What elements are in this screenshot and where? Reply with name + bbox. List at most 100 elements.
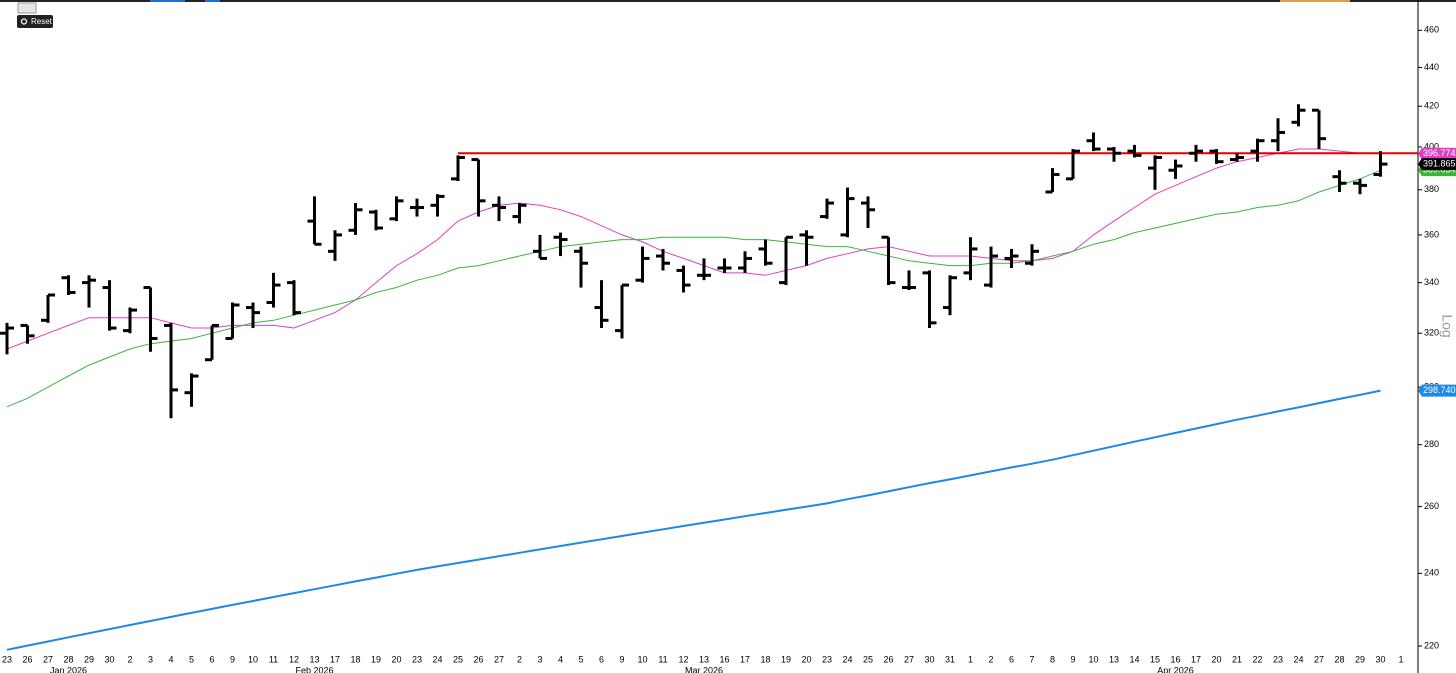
price-tag [1418, 158, 1456, 171]
x-tick-label: 19 [371, 654, 381, 664]
x-tick-label: 28 [63, 654, 73, 664]
month-label: Jan 2026 [50, 665, 87, 673]
x-tick-label: 4 [558, 654, 563, 664]
x-tick-label: 9 [619, 654, 624, 664]
reset-icon[interactable] [20, 18, 28, 25]
x-tick-label: 12 [678, 654, 688, 664]
price-label: 298.7402 [1423, 385, 1456, 395]
x-tick-label: 28 [1334, 654, 1344, 664]
x-tick-label: 20 [1211, 654, 1221, 664]
x-tick-label: 6 [1009, 654, 1014, 664]
x-tick-label: 14 [1129, 654, 1139, 664]
x-tick-label: 18 [350, 654, 360, 664]
x-tick-label: 16 [1170, 654, 1180, 664]
reset-box[interactable] [17, 15, 53, 28]
y-tick-label: 320 [1424, 328, 1439, 338]
x-tick-label: 6 [209, 654, 214, 664]
x-tick-label: 3 [148, 654, 153, 664]
x-tick-label: 2 [127, 654, 132, 664]
price-label: 391.865 [1423, 158, 1456, 168]
x-tick-label: 15 [1150, 654, 1160, 664]
x-tick-label: 25 [863, 654, 873, 664]
x-tick-label: 23 [1273, 654, 1283, 664]
x-tick-label: 12 [289, 654, 299, 664]
x-tick-label: 21 [1232, 654, 1242, 664]
x-tick-label: 17 [740, 654, 750, 664]
x-tick-label: 24 [432, 654, 442, 664]
x-tick-label: 20 [801, 654, 811, 664]
x-tick-label: 25 [453, 654, 463, 664]
tool-icon[interactable] [17, 2, 37, 14]
x-tick-label: 30 [1375, 654, 1385, 664]
x-tick-label: 30 [924, 654, 934, 664]
x-tick-label: 27 [494, 654, 504, 664]
x-tick-label: 18 [760, 654, 770, 664]
x-tick-label: 29 [84, 654, 94, 664]
price-tag [1418, 147, 1456, 160]
ma-line [6, 169, 1381, 408]
x-tick-label: 2 [517, 654, 522, 664]
x-tick-label: 11 [658, 654, 667, 664]
y-tick-label: 340 [1424, 277, 1439, 287]
x-tick-label: 3 [537, 654, 542, 664]
x-tick-label: 26 [883, 654, 893, 664]
x-tick-label: 11 [269, 654, 278, 664]
y-tick-label: 460 [1424, 25, 1439, 35]
x-tick-label: 9 [1070, 654, 1075, 664]
x-tick-label: 27 [1314, 654, 1324, 664]
reset-button[interactable]: Reset [17, 15, 53, 28]
x-tick-label: 23 [822, 654, 832, 664]
x-tick-label: 22 [1252, 654, 1262, 664]
x-tick-label: 16 [719, 654, 729, 664]
x-tick-label: 31 [945, 654, 955, 664]
y-tick-label: 280 [1424, 439, 1439, 449]
x-tick-label: 24 [842, 654, 852, 664]
plot: 2202402602803003203403603804004204404602… [0, 25, 1456, 673]
x-tick-label: 23 [2, 654, 12, 664]
y-tick-label: 240 [1424, 568, 1439, 578]
x-tick-label: 20 [391, 654, 401, 664]
y-tick-label: 380 [1424, 184, 1439, 194]
y-tick-label: 400 [1424, 141, 1439, 151]
x-tick-label: 26 [473, 654, 483, 664]
x-tick-label: 23 [412, 654, 422, 664]
x-tick-label: 10 [1088, 654, 1098, 664]
ma-line [6, 148, 1381, 350]
x-tick-label: 13 [699, 654, 709, 664]
x-tick-label: 4 [168, 654, 173, 664]
x-tick-label: 19 [781, 654, 791, 664]
y-tick-label: 440 [1424, 62, 1439, 72]
x-tick-label: 10 [248, 654, 258, 664]
x-tick-label: 17 [330, 654, 340, 664]
x-tick-label: 8 [1050, 654, 1055, 664]
x-tick-label: 2 [988, 654, 993, 664]
y-tick-label: 360 [1424, 229, 1439, 239]
log-note: Log [1439, 314, 1455, 337]
reset-label[interactable]: Reset [31, 17, 53, 26]
x-tick-label: 13 [309, 654, 319, 664]
month-label: Feb 2026 [295, 665, 333, 673]
x-tick-label: 27 [43, 654, 53, 664]
top-tab [205, 0, 220, 2]
x-tick-label: 6 [599, 654, 604, 664]
x-tick-label: 9 [230, 654, 235, 664]
x-tick-label: 7 [1029, 654, 1034, 664]
x-tick-label: 10 [637, 654, 647, 664]
x-tick-label: 1 [968, 654, 973, 664]
x-tick-label: 30 [104, 654, 114, 664]
x-tick-label: 17 [1191, 654, 1201, 664]
top-tab [150, 0, 185, 2]
y-tick-label: 420 [1424, 101, 1439, 111]
x-tick-label: 5 [189, 654, 194, 664]
x-tick-label: 1 [1398, 654, 1403, 664]
month-label: Mar 2026 [685, 665, 723, 673]
x-tick-label: 5 [578, 654, 583, 664]
month-label: Apr 2026 [1157, 665, 1194, 673]
top-tab [1280, 0, 1350, 2]
x-tick-label: 27 [904, 654, 914, 664]
x-tick-label: 13 [1109, 654, 1119, 664]
y-tick-label: 220 [1424, 640, 1439, 650]
x-tick-label: 24 [1293, 654, 1303, 664]
